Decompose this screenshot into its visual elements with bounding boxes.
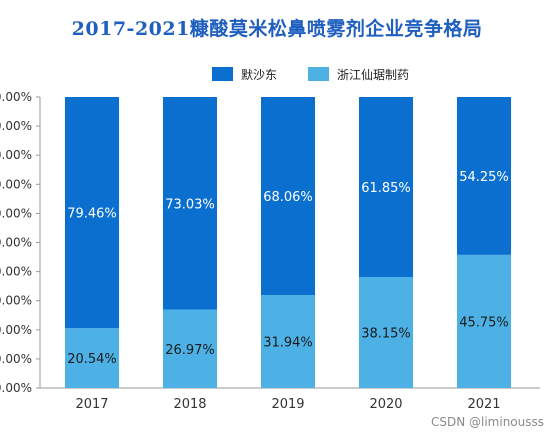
y-tick-label: 0.00% xyxy=(0,265,32,279)
legend-label: 默沙东 xyxy=(241,67,277,82)
bar-segment xyxy=(457,97,511,255)
y-tick-label: 0.00% xyxy=(0,119,32,133)
y-tick-label: 0.00% xyxy=(0,294,32,308)
data-label: 26.97% xyxy=(165,343,215,358)
x-tick-label: 2021 xyxy=(467,397,500,412)
x-tick-label: 2020 xyxy=(369,397,402,412)
data-label: 79.46% xyxy=(67,207,117,222)
data-label: 45.75% xyxy=(459,315,509,330)
y-tick-label: 0.00% xyxy=(0,177,32,191)
y-tick-label: 0.00% xyxy=(0,206,32,220)
data-label: 31.94% xyxy=(263,336,313,351)
x-tick-label: 2019 xyxy=(271,397,304,412)
bar-segment xyxy=(261,97,315,296)
bar-segment xyxy=(163,309,217,388)
legend-swatch xyxy=(308,67,329,81)
data-label: 61.85% xyxy=(361,181,411,196)
x-tick-label: 2018 xyxy=(173,397,206,412)
y-tick-label: 0.00% xyxy=(0,236,32,250)
data-label: 20.54% xyxy=(67,352,117,367)
legend-swatch xyxy=(212,67,233,81)
data-label: 38.15% xyxy=(361,326,411,341)
bar-segment xyxy=(65,328,119,388)
data-label: 54.25% xyxy=(459,170,509,185)
y-tick-label: 0.00% xyxy=(0,148,32,162)
y-tick-label: 0.00% xyxy=(0,323,32,337)
bar-segment xyxy=(359,276,413,388)
bar-segment xyxy=(457,254,511,388)
watermark-text: CSDN @liminousss xyxy=(430,415,544,429)
data-label: 73.03% xyxy=(165,197,215,212)
y-tick-label: 0.00% xyxy=(0,90,32,104)
x-tick-label: 2017 xyxy=(75,397,108,412)
bar-segment xyxy=(359,97,413,277)
data-label: 68.06% xyxy=(263,190,313,205)
y-tick-label: 0.00% xyxy=(0,352,32,366)
bar-segment xyxy=(65,97,119,329)
y-tick-label: 0.00% xyxy=(0,381,32,395)
bar-segment xyxy=(163,97,217,310)
chart-title: 2017-2021糠酸莫米松鼻喷雾剂企业竞争格局 xyxy=(71,18,483,40)
legend-label: 浙江仙琚制药 xyxy=(337,68,409,82)
bar-segment xyxy=(261,295,315,388)
